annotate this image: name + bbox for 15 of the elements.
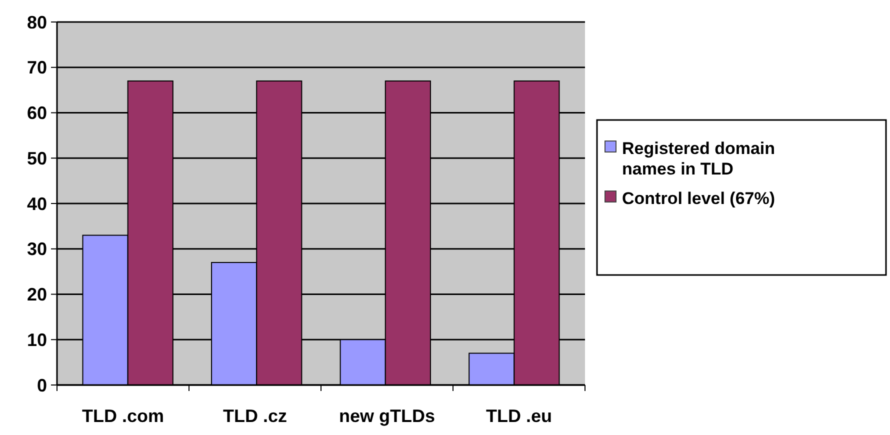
y-tick-label: 60: [26, 103, 47, 124]
y-tick-label: 70: [26, 58, 47, 78]
legend-label: Control level (67%): [622, 188, 776, 208]
x-tick-label: new gTLDs: [338, 406, 436, 426]
x-tick-label: TLD .cz: [222, 406, 288, 426]
y-tick-label: 80: [26, 12, 47, 32]
y-tick-label: 20: [26, 284, 47, 305]
x-tick-label: TLD .eu: [486, 406, 552, 426]
y-tick-label: 30: [26, 239, 47, 260]
legend-label: Registered domain names in TLD: [622, 138, 776, 178]
y-tick-label: 10: [26, 330, 47, 350]
y-tick-label: 40: [26, 194, 47, 214]
x-tick-label: TLD .com: [82, 406, 164, 426]
y-tick-label: 50: [26, 148, 47, 168]
y-tick-label: 0: [36, 375, 47, 396]
